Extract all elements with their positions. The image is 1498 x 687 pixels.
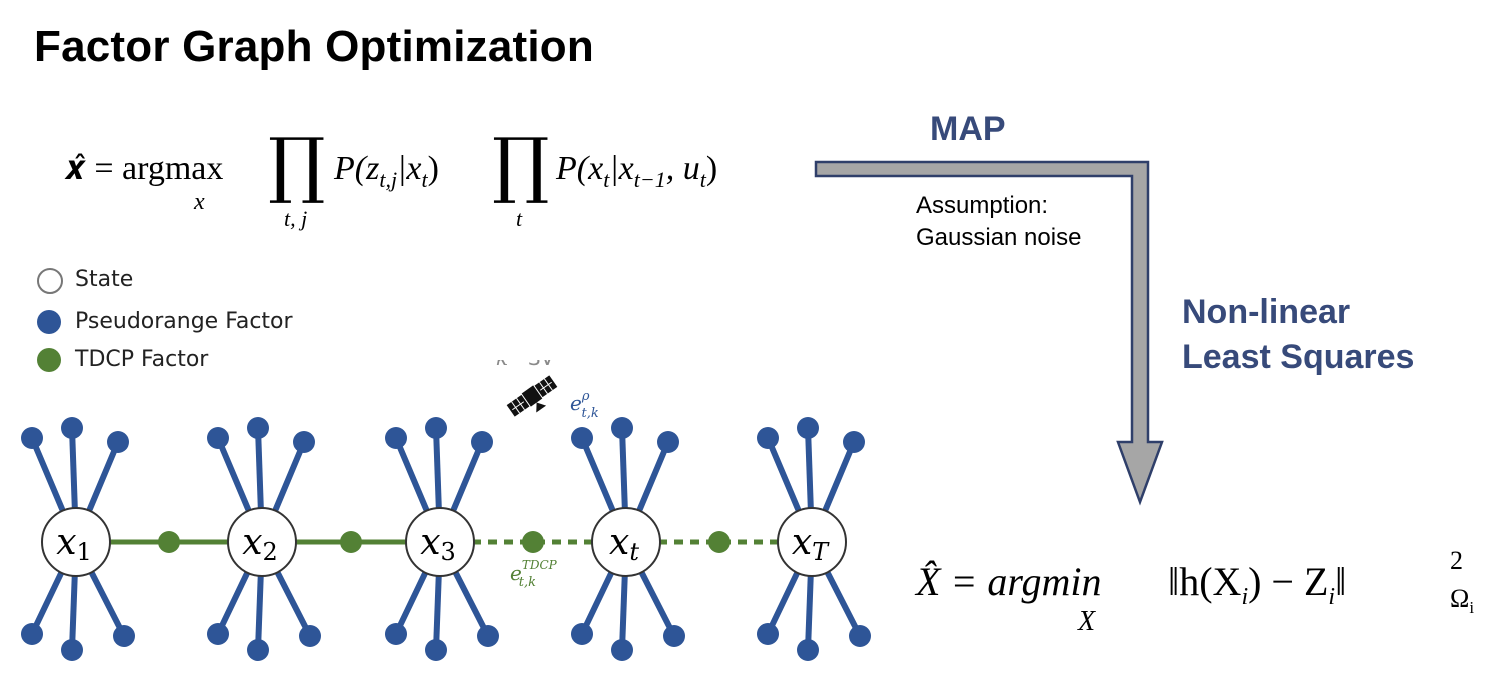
pseudorange-factor: [471, 431, 493, 453]
pseudorange-error-label: eρ t,k: [570, 389, 599, 421]
map-equation: 𝒙̂ = argmax x ∏ t, j P(zt,j|xt) ∏ t P(xt…: [0, 0, 820, 230]
product-symbol-2: ∏: [492, 122, 550, 206]
blue-dot-icon: [37, 310, 61, 334]
pseudorange-factor: [293, 431, 315, 453]
pseudorange-factor: [21, 623, 43, 645]
pseudorange-factor: [21, 427, 43, 449]
pseudorange-factor: [611, 417, 633, 439]
tdcp-factor: [522, 531, 544, 553]
argmax-subscript: x: [194, 189, 205, 215]
sv-label: kth SV: [496, 360, 555, 370]
state-node-label: xt: [609, 522, 639, 566]
nls-line-2: Least Squares: [1182, 338, 1415, 376]
map-term-2: P(xt|xt−1, ut): [556, 150, 718, 192]
nls-weight: Ωi: [1450, 584, 1475, 618]
pseudorange-factor: [797, 417, 819, 439]
assumption-line-1: Assumption:: [916, 192, 1049, 219]
pseudorange-factor: [299, 625, 321, 647]
pseudorange-factor: [843, 431, 865, 453]
state-node: x1: [41, 507, 111, 577]
pseudorange-factor: [663, 625, 685, 647]
pseudorange-factor: [385, 427, 407, 449]
state-node-label: x3: [420, 522, 456, 566]
pseudorange-factor: [611, 639, 633, 661]
tdcp-factor: [708, 531, 730, 553]
pseudorange-factor: [61, 639, 83, 661]
nls-equation: X̂ = argmin X ‖h(Xi) − Zi‖ 2 Ωi: [910, 540, 1498, 650]
pseudorange-factor: [571, 427, 593, 449]
tdcp-error-label: eTDCP t,k: [510, 558, 558, 590]
pseudorange-factor: [107, 431, 129, 453]
map-term-1: P(zt,j|xt): [334, 150, 439, 192]
assumption-line-2: Gaussian noise: [916, 224, 1082, 251]
nls-power: 2: [1450, 546, 1463, 575]
green-dot-icon: [37, 348, 61, 372]
state-node: xt: [591, 507, 661, 577]
pseudorange-factor: [425, 639, 447, 661]
tdcp-factor: [340, 531, 362, 553]
state-node: xT: [777, 507, 847, 577]
state-node: x3: [405, 507, 475, 577]
pseudorange-factor: [425, 417, 447, 439]
nls-norm-term: ‖h(Xi) − Zi‖: [1168, 559, 1347, 610]
pseudorange-factor: [571, 623, 593, 645]
map-equation-lhs: 𝒙̂ = argmax: [64, 150, 224, 187]
pseudorange-factor: [207, 623, 229, 645]
product-2-subscript: t: [516, 206, 523, 231]
pseudorange-factor: [757, 623, 779, 645]
product-symbol-1: ∏: [268, 122, 326, 206]
assumption-note: Assumption: Gaussian noise: [916, 190, 1081, 254]
pseudorange-factor: [113, 625, 135, 647]
pseudorange-factor: [207, 427, 229, 449]
pseudorange-factor: [797, 639, 819, 661]
nls-line-1: Non-linear: [1182, 293, 1351, 331]
argmin-subscript: X: [1078, 606, 1096, 637]
pseudorange-factor: [757, 427, 779, 449]
pseudorange-factor: [477, 625, 499, 647]
flow-arrow: [814, 160, 1164, 506]
legend-label: TDCP Factor: [75, 347, 209, 372]
pseudorange-factor: [849, 625, 871, 647]
state-node-label: x1: [56, 522, 92, 566]
satellite-icon: [506, 375, 558, 417]
hollow-circle-icon: [37, 268, 63, 294]
pseudorange-factor: [657, 431, 679, 453]
state-node-label: xT: [792, 522, 830, 566]
pseudorange-factor: [247, 639, 269, 661]
pseudorange-factor: [61, 417, 83, 439]
legend-label: State: [75, 267, 134, 292]
pseudorange-factor: [385, 623, 407, 645]
state-node: x2: [227, 507, 297, 577]
state-node-label: x2: [242, 522, 278, 566]
page-title: Factor Graph Optimization: [34, 22, 594, 71]
tdcp-factor: [158, 531, 180, 553]
map-label: MAP: [930, 110, 1006, 148]
product-1-subscript: t, j: [284, 206, 308, 231]
legend-label: Pseudorange Factor: [75, 309, 293, 334]
pseudorange-factor: [247, 417, 269, 439]
nls-label: Non-linear Least Squares: [1182, 290, 1414, 380]
nls-equation-lhs: X̂ = argmin: [916, 559, 1102, 604]
